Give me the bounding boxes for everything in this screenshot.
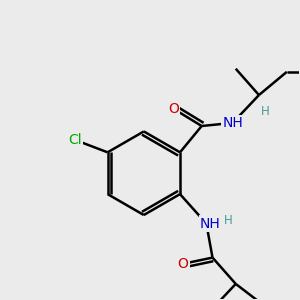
Text: H: H — [224, 214, 233, 227]
Text: NH: NH — [200, 217, 220, 230]
Text: O: O — [178, 257, 188, 271]
Text: NH: NH — [222, 116, 243, 130]
Text: O: O — [168, 102, 179, 116]
Text: Cl: Cl — [68, 133, 82, 147]
Text: H: H — [261, 105, 269, 118]
